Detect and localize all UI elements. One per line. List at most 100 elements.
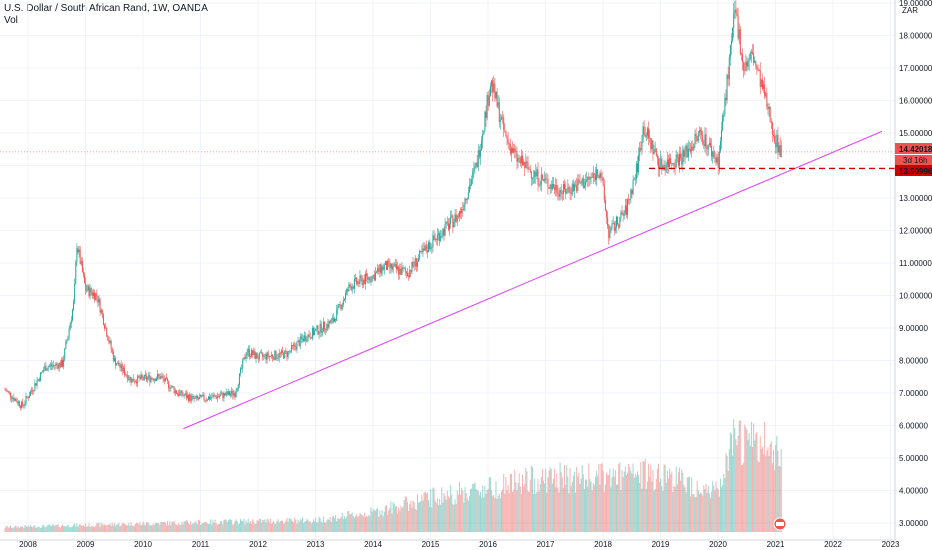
candle-body (481, 140, 483, 151)
volume-bar (113, 523, 115, 532)
candle-body (583, 185, 585, 188)
candle-body (533, 177, 535, 178)
candle-body (125, 374, 127, 376)
candle-body (316, 325, 318, 329)
volume-bar (348, 511, 350, 532)
candle-body (483, 130, 485, 135)
time-axis[interactable]: 2008 2009 2010 2011 2012 2013 2014 2015 2016 2017… (0, 539, 900, 549)
candle-body (682, 149, 684, 165)
volume-bar (722, 485, 724, 532)
volume-bar (203, 522, 205, 532)
volume-bar (101, 523, 103, 532)
volume-bar (390, 501, 392, 532)
time-tick-label: 2009 (77, 540, 95, 549)
candle-body (494, 83, 496, 99)
candle-body (377, 267, 379, 272)
candle-body (217, 396, 219, 398)
volume-bar (630, 470, 632, 532)
volume-bar (158, 523, 160, 532)
candle-body (36, 380, 38, 386)
candle-body (556, 185, 558, 193)
volume-bar (198, 519, 200, 532)
volume-bar (95, 525, 97, 532)
candle-body (611, 223, 613, 227)
candle-body (96, 293, 98, 297)
volume-bar (596, 471, 598, 532)
candle-body (155, 378, 157, 381)
volume-bar (341, 512, 343, 532)
volume-bar (94, 526, 96, 532)
volume-bar (379, 510, 381, 532)
candle-body (342, 300, 344, 305)
volume-bar (697, 490, 699, 532)
volume-bar (123, 523, 125, 532)
volume-bar (267, 518, 269, 532)
volume-bar (607, 474, 609, 532)
candle-body (34, 383, 36, 391)
candle-body (178, 393, 180, 396)
volume-bar (85, 523, 87, 532)
volume-bar (19, 526, 21, 532)
volume-bar (600, 463, 602, 532)
volume-bar (115, 526, 117, 532)
candle-body (706, 147, 708, 150)
candle-body (721, 130, 723, 142)
volume-bar (217, 524, 219, 532)
volume-bar (201, 523, 203, 532)
price-tick-label: 10.00000 (899, 292, 932, 301)
flag-icon[interactable] (773, 517, 787, 531)
candle-body (498, 102, 500, 123)
volume-bar (237, 524, 239, 532)
volume-bar (90, 525, 92, 532)
volume-bar (429, 506, 431, 532)
candle-body (308, 334, 310, 337)
volume-bar (73, 524, 75, 532)
volume-bar (578, 472, 580, 532)
volume-bar (404, 496, 406, 532)
volume-bar (247, 518, 249, 532)
volume-bar (745, 427, 747, 532)
candle-body (541, 174, 543, 180)
volume-bars (4, 419, 782, 532)
candle-body (131, 378, 133, 383)
volume-bar (409, 503, 411, 532)
candle-body (295, 346, 297, 350)
volume-bar (202, 523, 204, 532)
volume-bar (64, 525, 66, 532)
candle-body (104, 324, 106, 329)
volume-bar (308, 521, 310, 532)
candle-body (360, 275, 362, 278)
candle-body (391, 263, 393, 270)
candle-body (223, 393, 225, 399)
trendline[interactable] (183, 130, 883, 430)
volume-bar (99, 526, 101, 532)
candle-body (11, 397, 13, 399)
volume-bar (586, 479, 588, 532)
volume-bar (374, 510, 376, 532)
volume-bar (440, 504, 442, 532)
volume-bar (391, 513, 393, 532)
grid (0, 0, 895, 540)
volume-bar (701, 493, 703, 532)
candle-body (138, 375, 140, 378)
volume-bar (534, 478, 536, 532)
volume-bar (343, 516, 345, 532)
last-price-bg (895, 143, 932, 154)
volume-bar (232, 524, 234, 532)
candle-body (165, 377, 167, 379)
volume-bar (96, 523, 98, 532)
volume-bar (242, 521, 244, 532)
candle-body (327, 324, 329, 328)
candle-body (266, 352, 268, 360)
candle-body (628, 199, 630, 201)
volume-bar (704, 489, 706, 532)
candle-body (771, 122, 773, 135)
candle-body (565, 189, 567, 194)
candle-body (610, 226, 612, 231)
price-axis[interactable]: 3.00000 4.00000 5.00000 6.00000 7.00000 8.000… (894, 0, 932, 550)
candle-body (761, 79, 763, 89)
candle-body (609, 230, 611, 239)
candle-body (726, 74, 728, 101)
candle-body (367, 276, 369, 280)
